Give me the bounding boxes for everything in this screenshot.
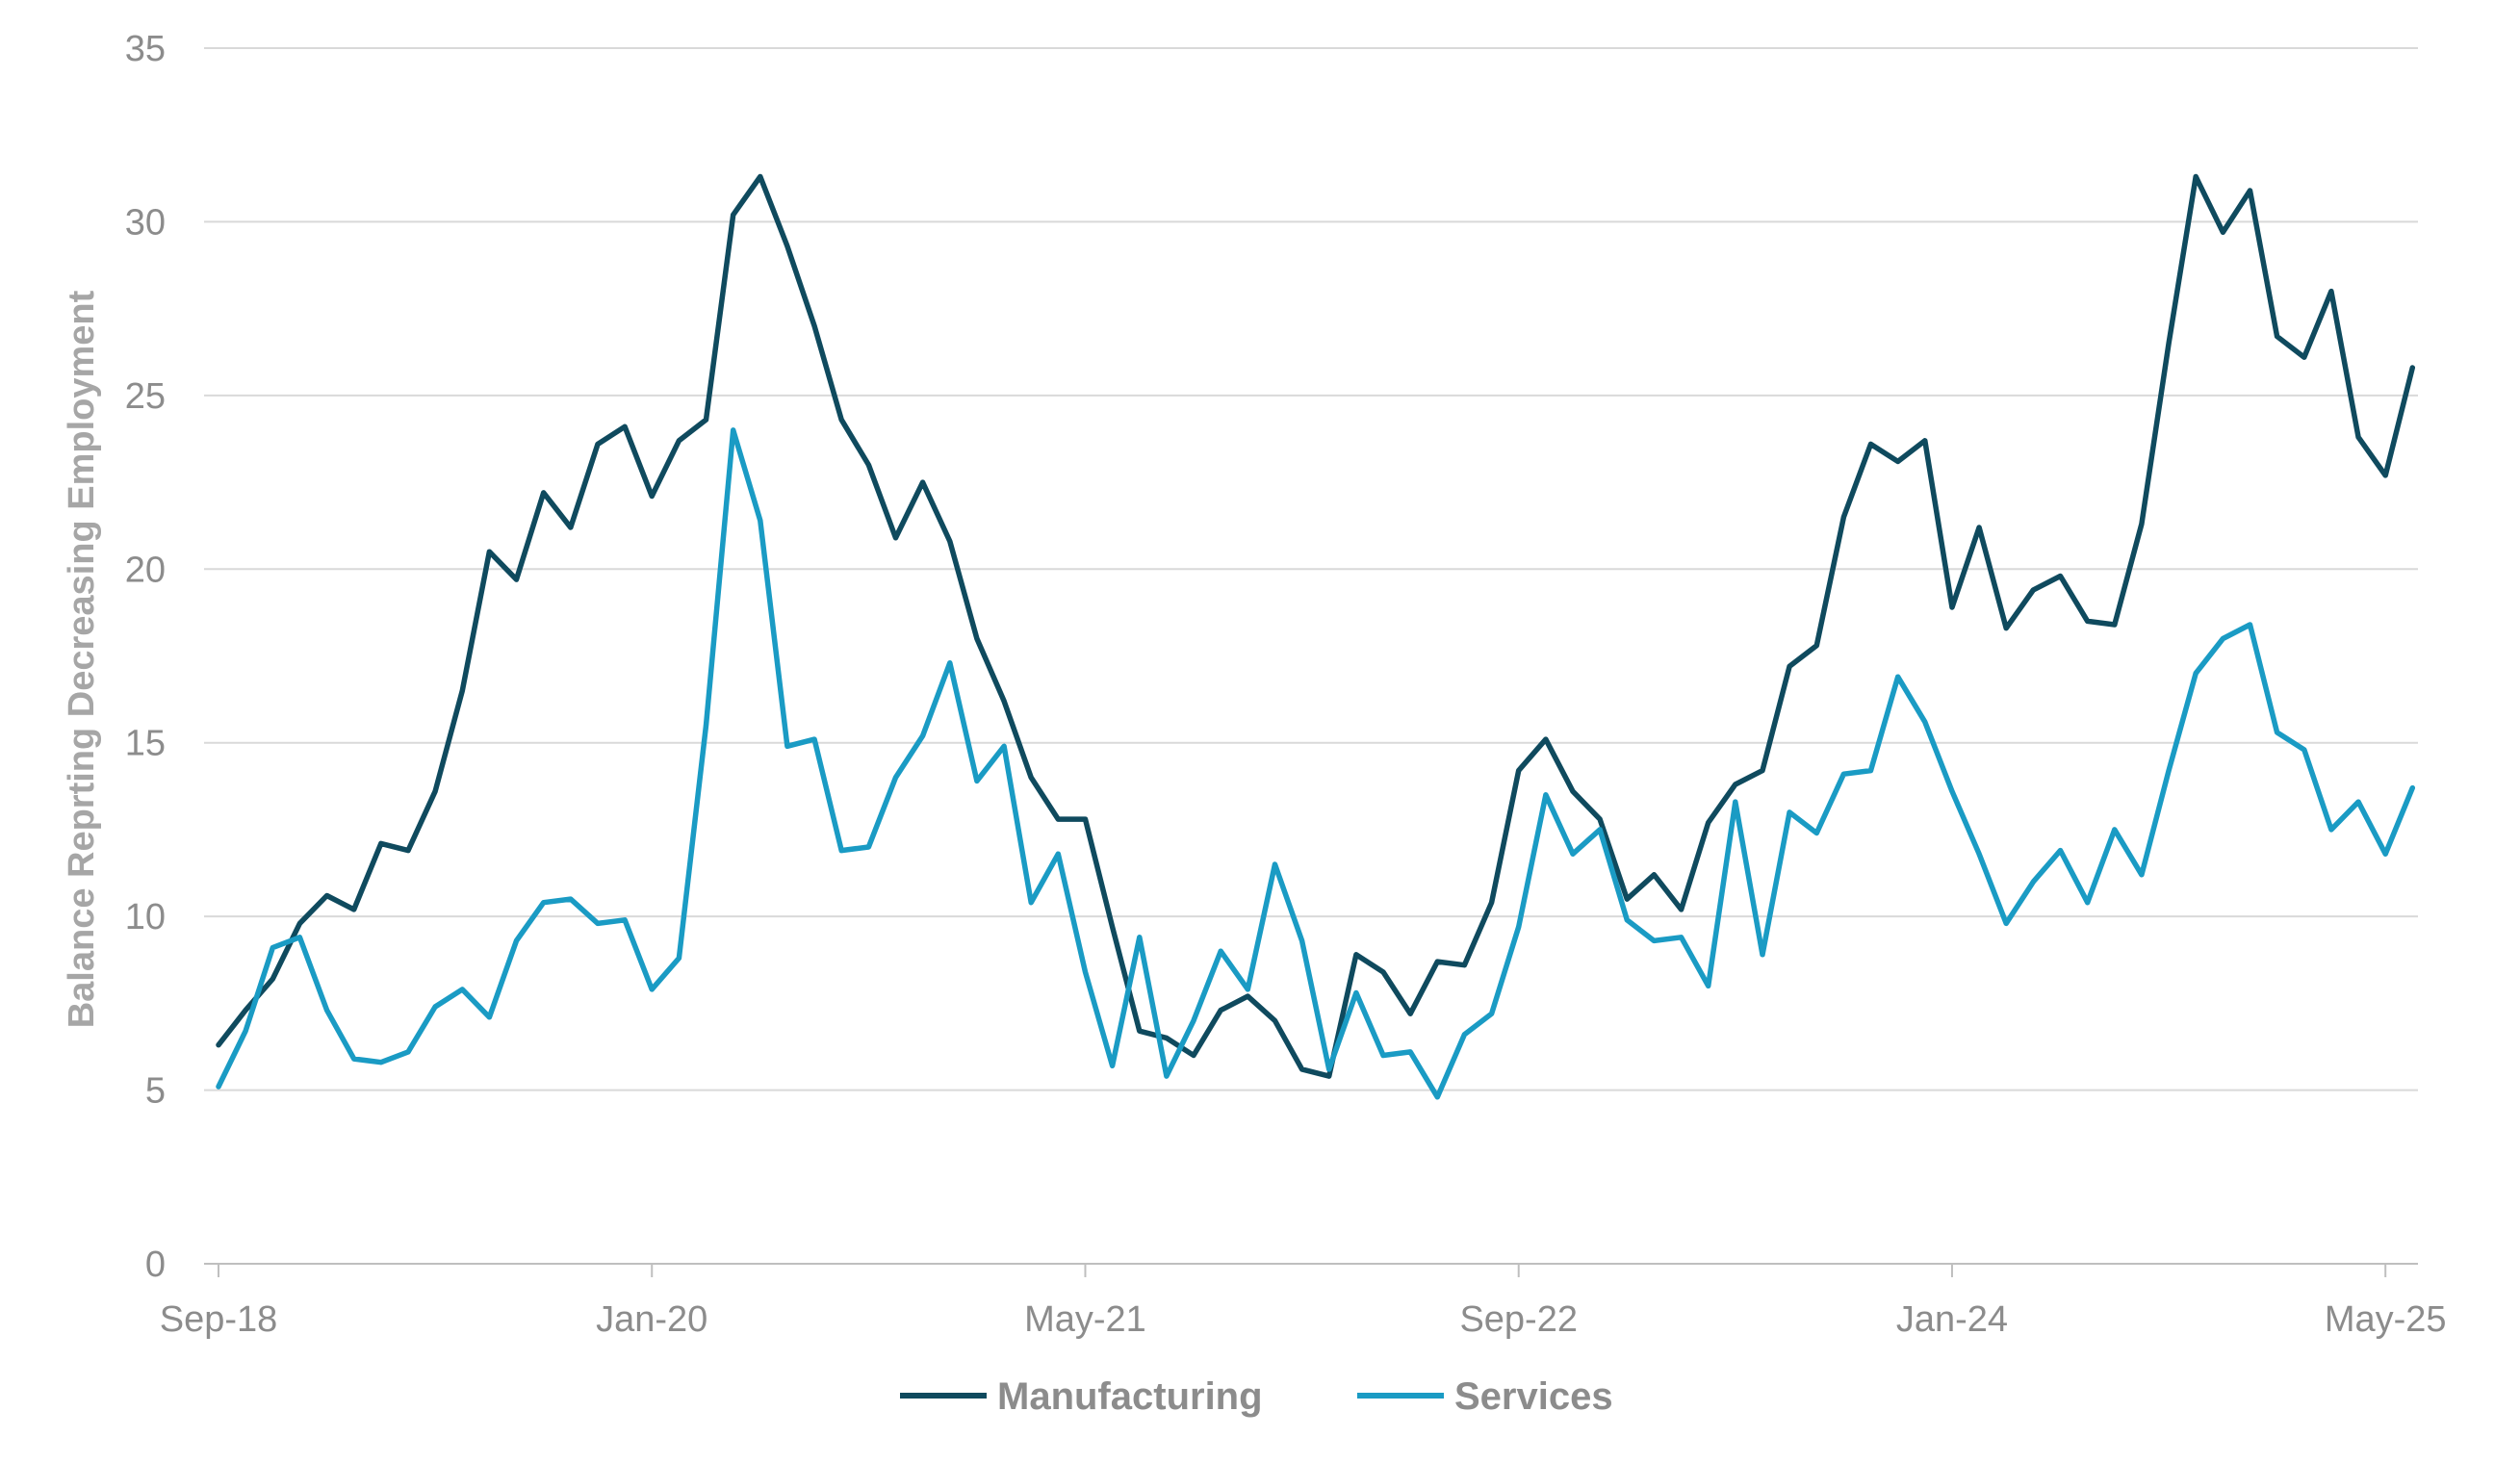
y-axis-label: Balance Reprting Decreasing Employment <box>62 290 102 1028</box>
x-tick-label: Jan-24 <box>1896 1299 2008 1340</box>
y-tick-label: 25 <box>125 376 166 417</box>
legend: Manufacturing Services <box>900 1375 1613 1418</box>
y-tick-label: 0 <box>145 1245 166 1285</box>
series-lines <box>216 173 2416 1100</box>
y-tick-label: 15 <box>125 724 166 764</box>
x-tick-label: Jan-20 <box>596 1299 707 1340</box>
y-tick-label: 5 <box>145 1071 166 1112</box>
series-line-services <box>216 427 2416 1100</box>
y-tick-label: 20 <box>125 550 166 590</box>
x-tick-label: May-25 <box>2325 1299 2447 1340</box>
x-tick-label: Sep-22 <box>1459 1299 1578 1340</box>
y-tick-label: 10 <box>125 897 166 937</box>
x-axis-ticks: Sep-18 Jan-20 May-21 Sep-22 Jan-24 May-25 <box>160 1264 2447 1340</box>
y-axis-ticks: 0 5 10 15 20 25 30 35 <box>125 29 166 1285</box>
gridlines <box>204 47 2418 1091</box>
series-line-manufacturing <box>216 173 2416 1079</box>
legend-label-services: Services <box>1454 1375 1613 1418</box>
x-tick-label: May-21 <box>1024 1299 1146 1340</box>
legend-label-manufacturing: Manufacturing <box>997 1375 1263 1418</box>
x-tick-label: Sep-18 <box>160 1299 278 1340</box>
y-tick-label: 35 <box>125 29 166 69</box>
y-tick-label: 30 <box>125 202 166 243</box>
